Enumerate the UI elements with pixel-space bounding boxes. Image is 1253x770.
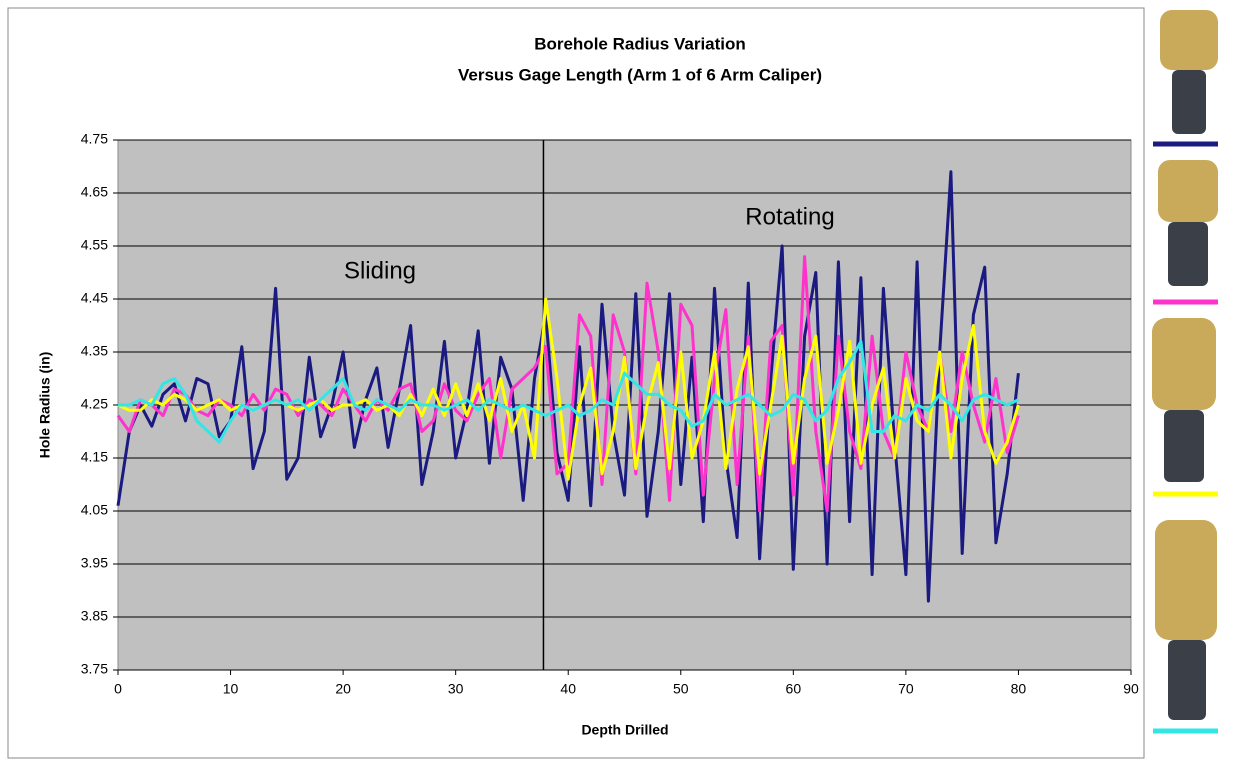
y-tick-label: 3.95 (81, 555, 108, 571)
y-tick-label: 4.65 (81, 184, 108, 200)
y-axis-label: Hole Radius (in) (37, 352, 53, 459)
x-tick-label: 10 (223, 681, 239, 697)
data-line (116, 170, 1020, 603)
x-tick-label: 70 (898, 681, 914, 697)
x-tick-label: 50 (673, 681, 689, 697)
drill-bit-image (1158, 160, 1218, 286)
bit-shank (1172, 70, 1206, 134)
y-tick-label: 4.05 (81, 502, 108, 518)
annotation: Sliding (344, 257, 416, 284)
bit-shank (1168, 222, 1208, 286)
x-tick-label: 20 (335, 681, 351, 697)
product-images (1152, 10, 1218, 720)
y-tick-label: 4.75 (81, 131, 108, 147)
bit-head (1158, 160, 1218, 222)
x-tick-label: 80 (1011, 681, 1027, 697)
annotation: Rotating (745, 203, 834, 230)
x-tick-label: 60 (786, 681, 802, 697)
bit-shank (1164, 410, 1204, 482)
bit-shank (1168, 640, 1206, 720)
chart-subtitle: Versus Gage Length (Arm 1 of 6 Arm Calip… (458, 65, 822, 84)
bit-head (1155, 520, 1217, 640)
drill-bit-image (1160, 10, 1218, 134)
x-axis-label: Depth Drilled (581, 722, 668, 738)
y-tick-label: 4.55 (81, 237, 108, 253)
chart-title: Borehole Radius Variation (534, 34, 746, 53)
data-line (118, 339, 1020, 444)
bit-head (1160, 10, 1218, 70)
drill-bit-image (1152, 318, 1216, 482)
x-tick-label: 90 (1123, 681, 1139, 697)
y-tick-label: 4.35 (81, 343, 108, 359)
bit-head (1152, 318, 1216, 410)
y-tick-label: 4.15 (81, 449, 108, 465)
x-tick-label: 30 (448, 681, 464, 697)
x-tick-label: 40 (560, 681, 576, 697)
drill-bit-image (1155, 520, 1217, 720)
y-tick-label: 3.75 (81, 661, 108, 677)
y-tick-label: 4.25 (81, 396, 108, 412)
y-tick-label: 3.85 (81, 608, 108, 624)
y-tick-label: 4.45 (81, 290, 108, 306)
x-tick-label: 0 (114, 681, 122, 697)
